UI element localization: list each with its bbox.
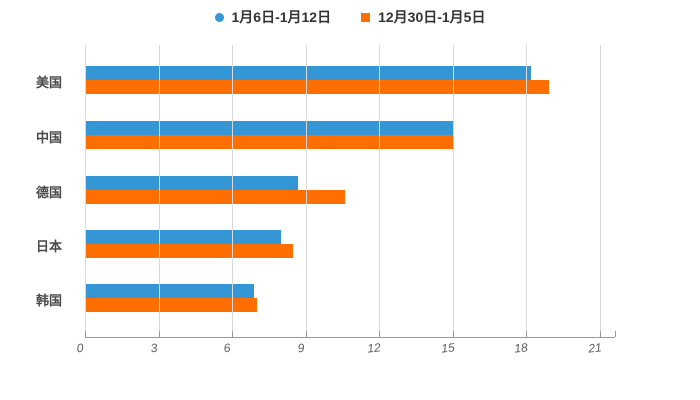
- category-label-5: 韩国: [35, 293, 62, 308]
- gridline-21: [600, 45, 601, 337]
- axis-tick-9: [305, 331, 307, 337]
- square-icon: [361, 12, 371, 22]
- bar-series2-1[interactable]: [85, 80, 549, 94]
- bar-series2-3[interactable]: [85, 190, 345, 204]
- bar-series2-5[interactable]: [85, 298, 257, 312]
- gridline-6: [232, 45, 234, 337]
- bar-series2-4[interactable]: [85, 244, 294, 258]
- category-label-3: 德国: [35, 185, 62, 200]
- x-tick-label-0: 0: [75, 340, 85, 356]
- bar-series1-2[interactable]: [85, 121, 453, 135]
- x-tick-label-9: 9: [296, 340, 305, 356]
- axis-tick-12: [379, 331, 381, 337]
- bar-series1-4[interactable]: [85, 230, 282, 244]
- axis-end-tick: [615, 331, 616, 337]
- x-tick-label-3: 3: [149, 340, 158, 356]
- gridline-9: [305, 45, 307, 337]
- gridline-0: [85, 45, 86, 337]
- category-label-2: 中国: [35, 130, 62, 145]
- legend-item-series2[interactable]: 12月30日-1月5日: [361, 7, 485, 27]
- x-tick-label-6: 6: [223, 340, 232, 356]
- x-tick-label-15: 15: [440, 340, 456, 356]
- x-tick-label-21: 21: [587, 340, 603, 356]
- axis-tick-15: [452, 331, 454, 337]
- axis-tick-18: [526, 331, 528, 337]
- circle-icon: [214, 12, 224, 22]
- bar-series1-3[interactable]: [85, 176, 299, 190]
- x-tick-label-12: 12: [366, 340, 382, 356]
- bar-series2-2[interactable]: [85, 135, 453, 149]
- gridline-3: [158, 45, 160, 337]
- axis-tick-3: [158, 331, 160, 337]
- category-label-1: 美国: [35, 75, 62, 90]
- bar-series1-5[interactable]: [85, 284, 255, 298]
- axis-tick-0: [85, 331, 86, 337]
- bar-series1-1[interactable]: [85, 66, 532, 80]
- legend-item-series1[interactable]: 1月6日-1月12日: [214, 7, 332, 27]
- x-axis-line: [85, 337, 615, 338]
- legend-label-series2: 12月30日-1月5日: [378, 9, 486, 25]
- legend-label-series1: 1月6日-1月12日: [231, 9, 332, 25]
- gridline-15: [452, 45, 454, 337]
- gridline-12: [379, 45, 381, 337]
- legend: 1月6日-1月12日 12月30日-1月5日: [0, 4, 700, 30]
- axis-tick-6: [232, 331, 234, 337]
- axis-tick-21: [600, 331, 601, 337]
- x-tick-label-18: 18: [514, 340, 529, 356]
- category-label-4: 日本: [35, 239, 62, 254]
- gridline-18: [526, 45, 528, 337]
